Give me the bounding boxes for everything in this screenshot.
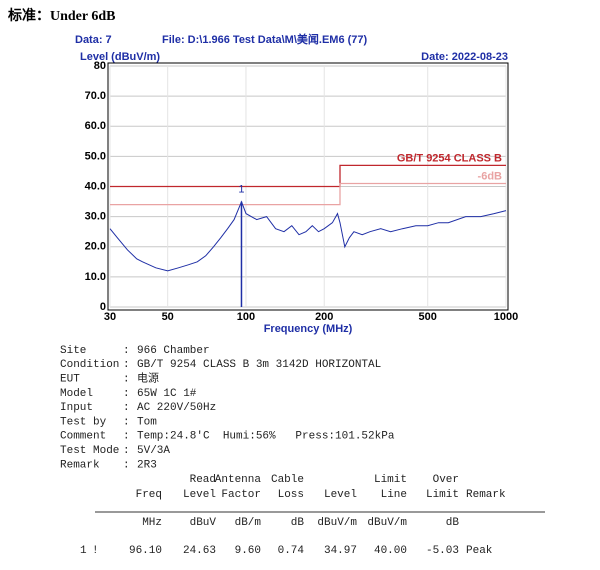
date-label: Date: 2022-08-23 [421, 51, 508, 63]
info-label: Test Mode [60, 445, 119, 457]
y-tick-label: 40.0 [85, 180, 106, 192]
y-axis-title: Level (dBuV/m) [80, 51, 160, 63]
column-unit: dBuV/m [317, 517, 357, 529]
column-name: Factor [221, 489, 261, 501]
info-label: Model [60, 388, 93, 400]
table-cell: 40.00 [374, 545, 407, 557]
y-tick-label: 70.0 [85, 90, 106, 102]
info-label: Remark [60, 459, 100, 471]
column-unit: dBuV/m [367, 517, 407, 529]
info-value: AC 220V/50Hz [137, 402, 216, 414]
x-axis-title: Frequency (MHz) [264, 323, 353, 335]
limit-line [110, 164, 506, 188]
info-separator: : [123, 345, 130, 357]
column-name: Remark [466, 489, 506, 501]
limit-line [110, 182, 506, 206]
info-separator: : [123, 359, 130, 371]
y-tick-label: 60.0 [85, 120, 106, 132]
info-value: Tom [137, 416, 157, 428]
info-value: 2R3 [137, 459, 157, 471]
info-value: 966 Chamber [137, 345, 210, 357]
column-top: Antenna [215, 474, 262, 486]
column-top: Read [190, 474, 216, 486]
info-label: Site [60, 345, 86, 357]
info-value: GB/T 9254 CLASS B 3m 3142D HORIZONTAL [137, 359, 381, 371]
x-tick-label: 1000 [494, 311, 518, 323]
y-tick-label: 10.0 [85, 271, 106, 283]
column-unit: MHz [142, 517, 162, 529]
info-value: 电源 [137, 371, 159, 386]
table-cell: 34.97 [324, 545, 357, 557]
x-tick-label: 500 [419, 311, 437, 323]
column-unit: dB/m [235, 517, 262, 529]
x-tick-label: 200 [315, 311, 333, 323]
page-title: 标准：Under 6dB [7, 7, 115, 24]
column-top: Cable [271, 474, 304, 486]
info-value: Temp:24.8'C Humi:56% Press:101.52kPa [137, 431, 395, 443]
info-separator: : [123, 374, 130, 386]
y-tick-label: 80 [94, 60, 106, 72]
table-cell: 96.10 [129, 545, 162, 557]
info-separator: : [123, 445, 130, 457]
y-tick-label: 20.0 [85, 241, 106, 253]
x-tick-label: 50 [162, 311, 174, 323]
info-label: Condition [60, 359, 119, 371]
column-unit: dB [291, 517, 305, 529]
info-separator: : [123, 431, 130, 443]
legend-label: GB/T 9254 CLASS B [397, 152, 502, 164]
marker-label: 1 [238, 184, 244, 196]
column-top: Limit [374, 474, 407, 486]
table-cell: -5.03 [426, 545, 459, 557]
info-separator: : [123, 388, 130, 400]
table-cell: 24.63 [183, 545, 216, 557]
column-name: Freq [136, 489, 162, 501]
info-value: 65W 1C 1# [137, 388, 197, 400]
y-tick-label: 50.0 [85, 150, 106, 162]
info-label: EUT [60, 374, 80, 386]
file-label: File: D:\1.966 Test Data\M\美闻.EM6 (77) [162, 32, 368, 46]
legend-label: -6dB [478, 170, 503, 182]
column-name: Level [183, 489, 216, 501]
data-label: Data: 7 [75, 34, 112, 46]
info-value: 5V/3A [137, 445, 170, 457]
info-separator: : [123, 416, 130, 428]
table-cell: 9.60 [235, 545, 261, 557]
x-tick-label: 100 [237, 311, 255, 323]
info-separator: : [123, 402, 130, 414]
table-cell: 0.74 [278, 545, 305, 557]
column-unit: dB [446, 517, 460, 529]
info-separator: : [123, 459, 130, 471]
column-name: Limit [426, 489, 459, 501]
column-unit: dBuV [190, 517, 217, 529]
y-tick-label: 0 [100, 301, 106, 313]
info-label: Test by [60, 416, 107, 428]
info-label: Comment [60, 431, 106, 443]
x-tick-label: 30 [104, 311, 116, 323]
row-number: 1 [80, 545, 87, 557]
column-top: Over [433, 474, 459, 486]
column-name: Level [324, 489, 357, 501]
column-name: Loss [278, 489, 304, 501]
row-flag: ! [92, 545, 99, 557]
table-cell: Peak [466, 545, 493, 557]
column-name: Line [381, 489, 407, 501]
info-label: Input [60, 402, 93, 414]
y-tick-label: 30.0 [85, 211, 106, 223]
trace-line [109, 200, 507, 272]
